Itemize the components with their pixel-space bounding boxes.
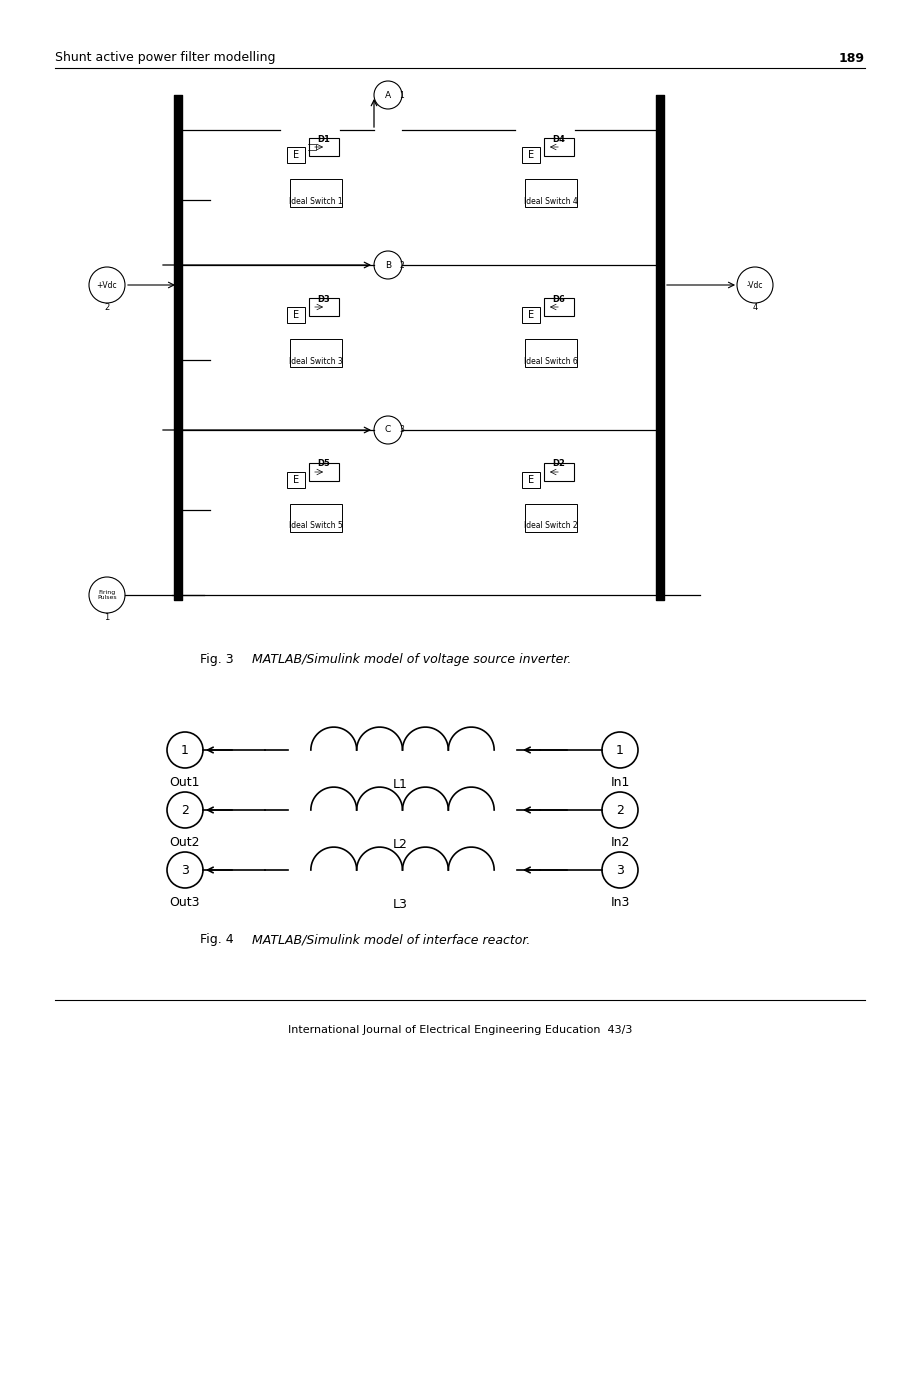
Text: D1: D1 [317, 134, 330, 144]
Bar [525, 504, 576, 533]
Text: Ideal Switch 5: Ideal Switch 5 [289, 522, 343, 530]
Text: +Vdc: +Vdc [96, 280, 118, 290]
Text: E: E [292, 310, 299, 320]
Bar [543, 464, 573, 482]
Text: E: E [528, 150, 534, 160]
Text: Ideal Switch 1: Ideal Switch 1 [289, 196, 343, 206]
Bar [525, 339, 576, 367]
Text: In1: In1 [609, 776, 629, 789]
Text: 189: 189 [838, 51, 864, 65]
Text: E: E [528, 310, 534, 320]
Text: D2: D2 [552, 460, 565, 468]
Bar [309, 138, 338, 156]
Bar [289, 504, 342, 533]
Text: 1: 1 [181, 744, 188, 756]
Text: 3: 3 [399, 425, 404, 435]
Text: 2: 2 [104, 304, 109, 312]
Text: 1: 1 [616, 744, 623, 756]
Text: International Journal of Electrical Engineering Education  43/3: International Journal of Electrical Engi… [288, 1025, 631, 1035]
Bar [287, 472, 305, 489]
Text: D5: D5 [317, 460, 330, 468]
Text: 4: 4 [752, 304, 757, 312]
Text: 2: 2 [616, 803, 623, 817]
Text: B: B [384, 261, 391, 269]
Text: Out3: Out3 [170, 896, 200, 909]
Text: L1: L1 [392, 778, 407, 791]
Text: D3: D3 [317, 294, 330, 304]
Text: 1: 1 [399, 91, 404, 99]
Text: A: A [384, 91, 391, 99]
Text: 2: 2 [181, 803, 188, 817]
Bar [309, 464, 338, 482]
Text: D4: D4 [552, 134, 565, 144]
Text: Fig. 4: Fig. 4 [199, 933, 233, 947]
Bar [309, 298, 338, 316]
Bar [289, 339, 342, 367]
Bar [521, 472, 539, 489]
Text: MATLAB/Simulink model of interface reactor.: MATLAB/Simulink model of interface react… [240, 933, 529, 947]
Text: L3: L3 [392, 898, 407, 911]
Text: Ideal Switch 2: Ideal Switch 2 [524, 522, 577, 530]
Bar [525, 179, 576, 207]
Bar [287, 148, 305, 163]
Text: In3: In3 [609, 896, 629, 909]
Text: D6: D6 [552, 294, 565, 304]
Text: 1: 1 [104, 614, 109, 622]
Bar [289, 179, 342, 207]
Text: Ideal Switch 6: Ideal Switch 6 [524, 356, 577, 366]
Text: Out2: Out2 [170, 836, 200, 849]
Text: Shunt active power filter modelling: Shunt active power filter modelling [55, 51, 275, 65]
Text: C: C [384, 425, 391, 435]
Text: In2: In2 [609, 836, 629, 849]
Text: E: E [292, 475, 299, 484]
Bar [521, 148, 539, 163]
Text: 3: 3 [181, 864, 188, 876]
Text: -Vdc: -Vdc [746, 280, 763, 290]
Text: Ideal Switch 4: Ideal Switch 4 [524, 196, 577, 206]
Text: Ideal Switch 3: Ideal Switch 3 [289, 356, 343, 366]
Bar [543, 138, 573, 156]
Text: Firing
Pulses: Firing Pulses [97, 589, 117, 600]
Text: L2: L2 [392, 838, 407, 851]
Bar [521, 306, 539, 323]
Text: Out1: Out1 [170, 776, 200, 789]
Text: E: E [528, 475, 534, 484]
Text: 3: 3 [616, 864, 623, 876]
Text: E: E [292, 150, 299, 160]
Bar [287, 306, 305, 323]
Text: Fig. 3: Fig. 3 [199, 654, 233, 667]
Text: MATLAB/Simulink model of voltage source inverter.: MATLAB/Simulink model of voltage source … [240, 654, 571, 667]
Text: 2: 2 [399, 261, 404, 269]
Bar [543, 298, 573, 316]
